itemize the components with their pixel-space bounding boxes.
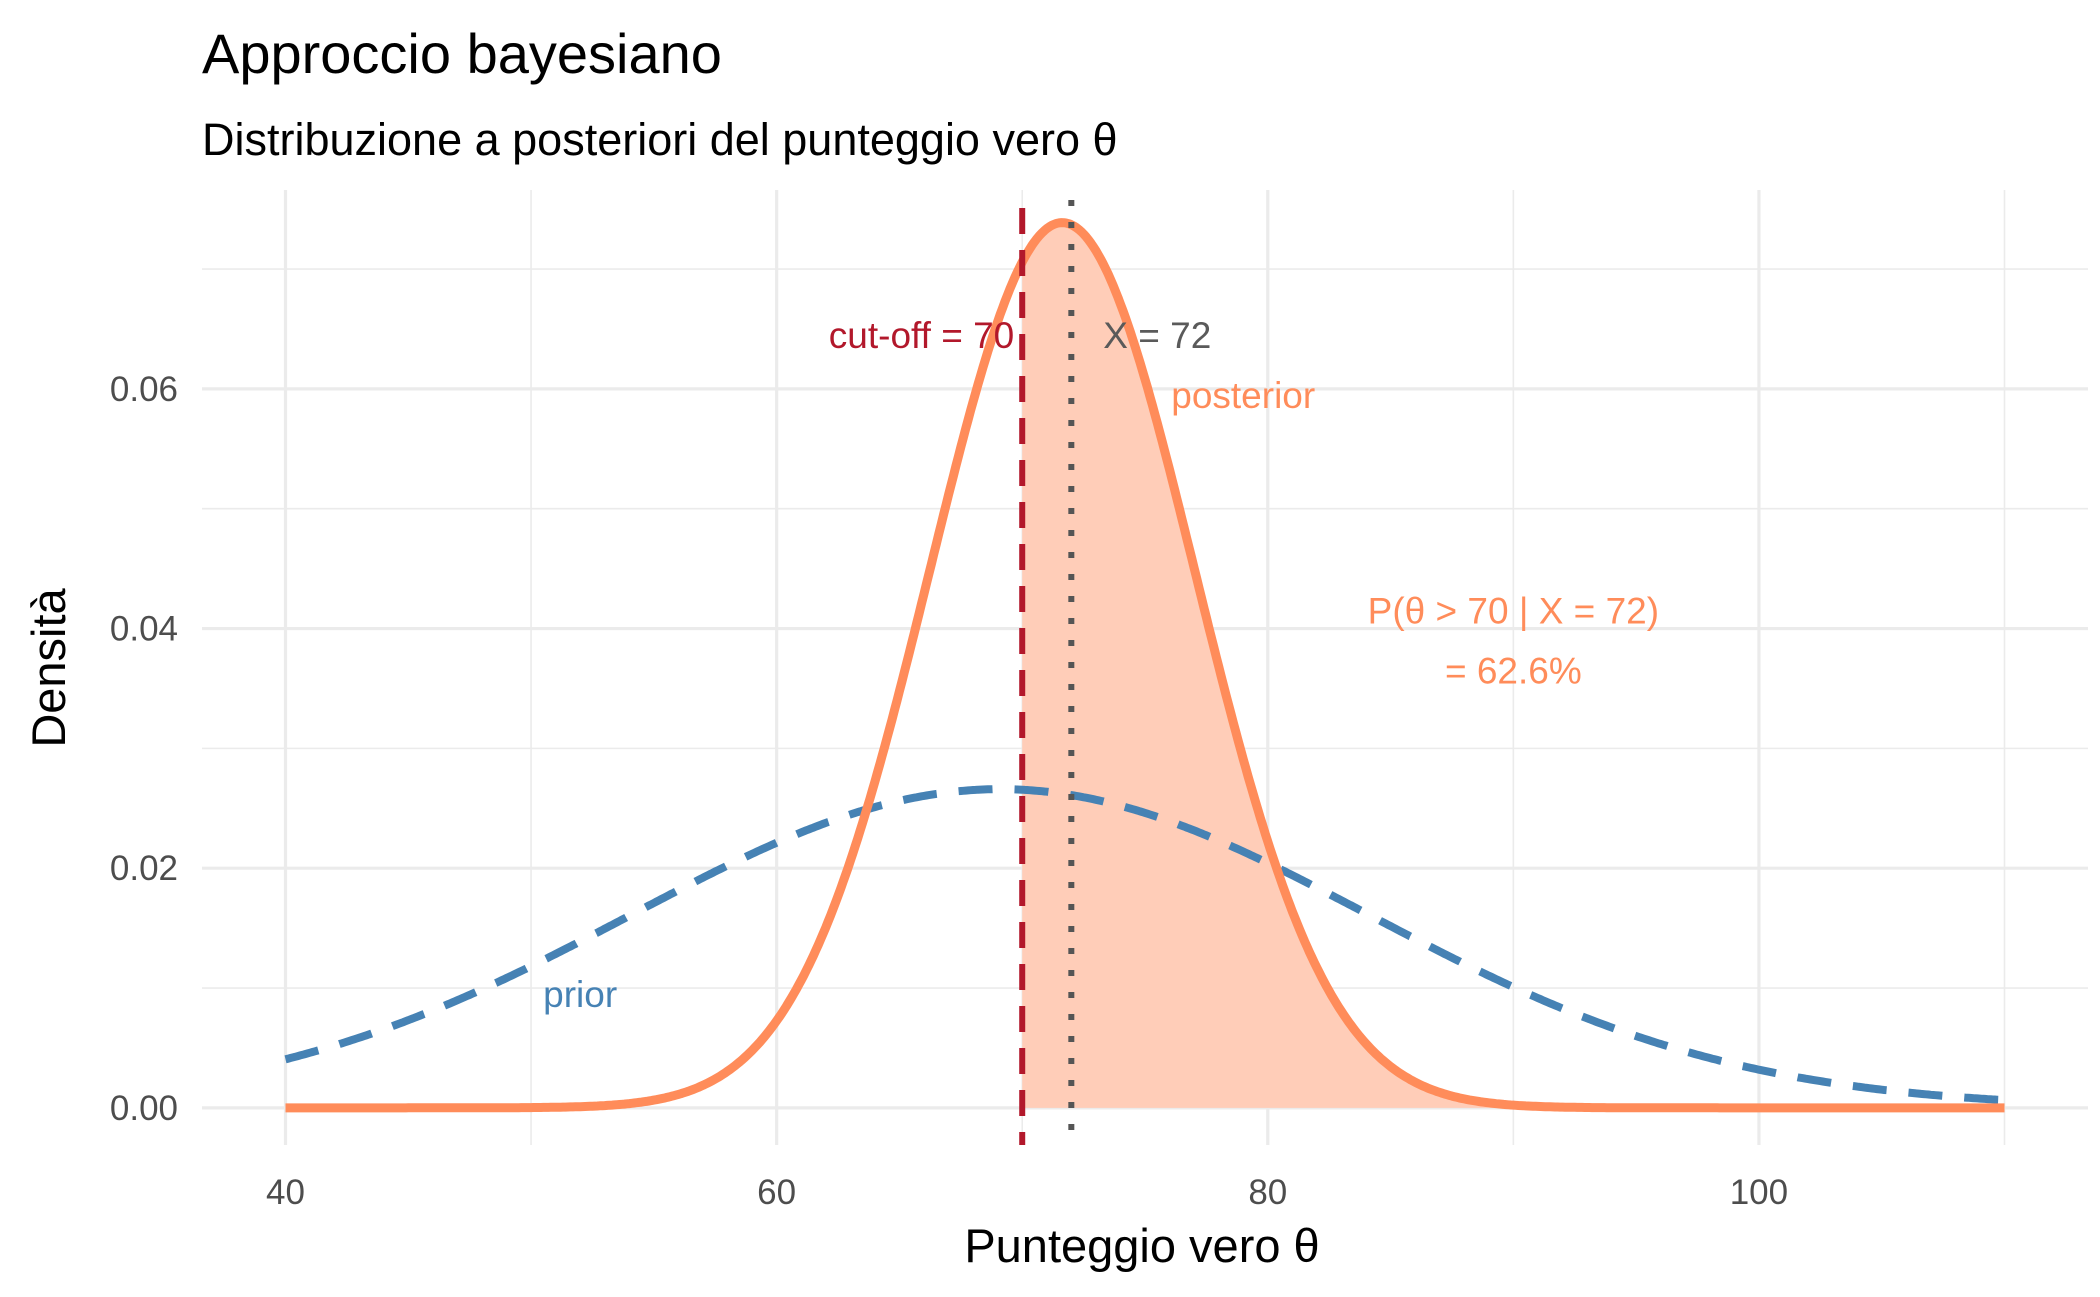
posterior-shaded-area bbox=[1022, 222, 2005, 1108]
y-tick-label: 0.06 bbox=[110, 370, 178, 409]
posterior-label: posterior bbox=[1171, 375, 1315, 416]
y-tick-label: 0.02 bbox=[110, 849, 178, 888]
x-tick-label: 60 bbox=[757, 1173, 796, 1212]
probability-value-label: = 62.6% bbox=[1445, 650, 1582, 691]
x-tick-label: 40 bbox=[266, 1173, 305, 1212]
x-tick-labels: 40 60 80 100 bbox=[266, 1173, 1788, 1212]
posterior-density-line bbox=[283, 218, 2007, 1113]
y-tick-labels: 0.00 0.02 0.04 0.06 bbox=[110, 370, 178, 1128]
y-axis-title: Densità bbox=[22, 587, 75, 747]
chart-subtitle: Distribuzione a posteriori del punteggio… bbox=[202, 114, 1118, 165]
x-axis-title: Punteggio vero θ bbox=[964, 1219, 1319, 1272]
probability-label: P(θ > 70 | X = 72) bbox=[1368, 591, 1659, 632]
chart-title: Approccio bayesiano bbox=[202, 22, 722, 85]
prior-density-line bbox=[284, 785, 2005, 1105]
x-tick-label: 80 bbox=[1248, 1173, 1287, 1212]
prior-label: prior bbox=[543, 974, 617, 1015]
annotations: cut-off = 70 X = 72 posterior P(θ > 70 | X … bbox=[543, 315, 1659, 1015]
y-tick-label: 0.00 bbox=[110, 1089, 178, 1128]
plot-marks bbox=[283, 200, 2007, 1145]
y-tick-label: 0.04 bbox=[110, 610, 178, 649]
observed-score-label: X = 72 bbox=[1103, 315, 1211, 356]
cutoff-label: cut-off = 70 bbox=[829, 315, 1014, 356]
x-tick-label: 100 bbox=[1730, 1173, 1788, 1212]
